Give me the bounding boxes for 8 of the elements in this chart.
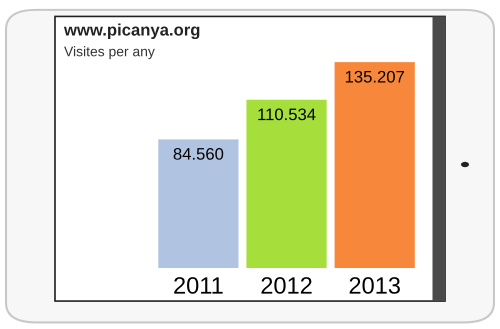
- chart-title: www.picanya.org: [64, 23, 200, 40]
- data-label: 110.534: [258, 108, 316, 120]
- chart-subtitle: Visites per any: [64, 46, 155, 60]
- data-label: 84.560: [174, 148, 224, 160]
- x-tick-label: 2012: [261, 277, 312, 294]
- data-label: 135.207: [346, 70, 404, 83]
- x-tick-label: 2011: [174, 277, 223, 294]
- x-tick-label: 2013: [350, 277, 400, 294]
